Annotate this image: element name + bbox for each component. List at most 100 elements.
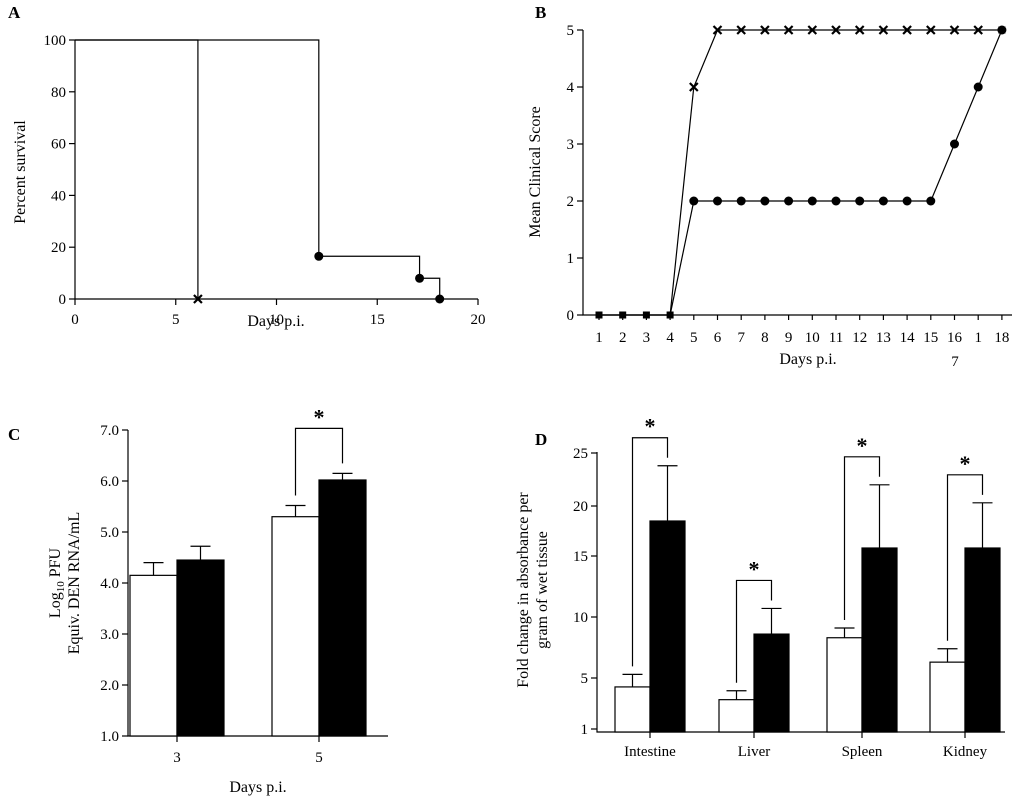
- panel-b-xtick-label-3: 4: [666, 330, 674, 346]
- panel-d-significance-2-star: *: [857, 433, 868, 458]
- panel-c-significance-0-line: [294, 427, 344, 496]
- panel-b-series-0-point-15: [949, 25, 960, 35]
- panel-b-series-1-point-15: [950, 139, 959, 149]
- panel-d-ytick-label-0: 1: [581, 722, 589, 738]
- panel-d-errorbar-0-0: [622, 673, 643, 687]
- panel-a-xtick-label-4: 20: [471, 312, 486, 328]
- panel-d-bars: [614, 465, 1001, 733]
- panel-b-xtick-label-12: 13: [876, 330, 891, 346]
- panel-d-significance-1: *: [735, 556, 773, 683]
- panel-b-series-1-point-14: [926, 196, 936, 206]
- panel-b-series-0-point-14: [926, 25, 936, 35]
- panel-a-xtick-label-0: 0: [71, 312, 79, 328]
- panel-d-ylabel-line1: Fold change in absorbance per: [515, 492, 532, 688]
- panel-d-ytick-label-3: 15: [573, 549, 588, 565]
- panel-d-errorbar-1-1: [761, 607, 782, 635]
- panel-c-bar-0-0: [129, 574, 178, 737]
- panel-d-ylabel-line2: gram of wet tissue: [534, 531, 551, 649]
- panel-d-ylabel: Fold change in absorbance per gram of we…: [515, 492, 551, 688]
- panel-b-series-0-point-16-stroke: [973, 25, 983, 35]
- panel-c-ylabel: Log10 PFU Equiv. DEN RNA/mL: [47, 512, 83, 655]
- panel-b-series-0-point-2: [642, 311, 650, 319]
- panel-c-ytick-label-5: 6.0: [100, 474, 119, 490]
- panel-b-letter: B: [535, 3, 546, 22]
- panel-d-bar-3-0: [929, 661, 966, 733]
- panel-c-errorbar-0-0: [143, 562, 164, 576]
- panel-b-series-1-point-13: [902, 196, 912, 206]
- panel-c-bar-1-0: [271, 516, 320, 737]
- panel-c-letter: C: [8, 425, 20, 444]
- panel-a-xtick-label-1: 5: [172, 312, 180, 328]
- panel-b-series-0-point-13-stroke: [902, 25, 912, 35]
- panel-b-xtick-label-17: 18: [994, 330, 1009, 346]
- panel-b-series-0-point-4: [689, 82, 699, 92]
- panel-b-series-1-point-12: [878, 196, 888, 206]
- panel-d-significance-0: *: [631, 414, 669, 667]
- panel-c-errorbar-1-0: [285, 504, 306, 517]
- panel-b-xtick-label-9: 10: [805, 330, 820, 346]
- panel-a-ytick-label-4: 80: [51, 85, 66, 101]
- panel-a-ytick-label-1: 20: [51, 240, 66, 256]
- panel-d-bar-0-1: [649, 520, 686, 733]
- panel-b-xtick-label-14: 15: [923, 330, 938, 346]
- panel-b-series-1-point-7: [760, 196, 770, 206]
- panel-b-series-0-point-5: [712, 25, 723, 35]
- panel-d-bar-1-0: [718, 699, 755, 733]
- panel-b-series-1-point-11: [855, 196, 865, 206]
- panel-d-errorbar-3-0: [937, 648, 958, 663]
- panel-b-y-ticks: 0 1 2 3 4 5: [567, 23, 583, 324]
- panel-a-series-0-marker-0-stroke: [193, 294, 203, 304]
- panel-d-x-ticks: Intestine Liver Spleen Kidney: [624, 732, 988, 760]
- panel-b-x-ticks: 1 2 3 4 5 6 7 8 9 10 11 12 13 14 15 16 1 18: [595, 315, 1009, 346]
- panel-d-letter: D: [535, 430, 547, 449]
- panel-b-series-0-point-13: [902, 25, 912, 35]
- panel-d-ytick-label-4: 20: [573, 499, 588, 515]
- panel-b-series-0-point-15-stroke: [949, 25, 960, 35]
- panel-d-significance-0-star: *: [645, 414, 656, 439]
- panel-d-errorbar-0-1: [657, 465, 678, 521]
- panel-a: A 0 20 40 60 80 100 0 5 10 15 20 Days p.i. Percen…: [8, 3, 486, 330]
- panel-c-ytick-label-4: 5.0: [100, 525, 119, 541]
- panel-b-series-0-point-10-stroke: [831, 25, 841, 35]
- panel-c-ylabel-line1: Log10 PFU: [47, 547, 67, 618]
- panel-d-ytick-label-5: 25: [573, 446, 588, 462]
- panel-c-bars: [129, 472, 367, 737]
- panel-b-series-1-point-9: [807, 196, 817, 206]
- panel-c-significance-0-star: *: [314, 404, 325, 429]
- panel-b-xtick-label-5: 6: [714, 330, 722, 346]
- panel-c-significance-0: *: [294, 404, 344, 496]
- panel-b-series-0-point-4-stroke: [689, 82, 699, 92]
- panel-a-xtick-label-3: 15: [370, 312, 385, 328]
- panel-a-series: [75, 39, 445, 304]
- panel-a-ytick-label-0: 0: [59, 292, 67, 308]
- panel-d-significance-3-line: [946, 474, 984, 641]
- panel-b-series-0-point-8: [783, 25, 794, 35]
- panel-b-series-0-point-10: [831, 25, 841, 35]
- panel-d-xtick-label-3: Kidney: [943, 744, 988, 760]
- panel-b-series-0-point-3: [666, 311, 674, 319]
- panel-a-series-0-line: [75, 39, 199, 299]
- panel-a-series-0-marker-0: [193, 294, 203, 304]
- panel-d-xtick-label-2: Spleen: [842, 744, 883, 760]
- panel-b-series-0-point-6-stroke: [736, 25, 746, 35]
- panel-b-series-1-point-5: [713, 196, 722, 206]
- panel-b-ytick-label-1: 1: [567, 251, 575, 267]
- panel-b-series-0-point-5-stroke: [712, 25, 723, 35]
- panel-c-errorbar-0-1: [190, 545, 211, 561]
- panel-b-series-1-point-16: [973, 82, 983, 92]
- panel-c-ytick-label-3: 4.0: [100, 576, 119, 592]
- panel-b-series-1-point-6: [736, 196, 746, 206]
- panel-c-xlabel: Days p.i.: [229, 779, 286, 796]
- panel-b-series-0-point-11-stroke: [854, 25, 865, 35]
- panel-b-xtick-label-11: 12: [852, 330, 867, 346]
- panel-c-ylabel-line2: Equiv. DEN RNA/mL: [66, 512, 83, 655]
- panel-b-ytick-label-5: 5: [567, 23, 575, 39]
- panel-d-errorbar-2-0: [834, 627, 855, 638]
- panel-b-series-0-point-16: [973, 25, 983, 35]
- panel-b-series-0-point-0: [595, 311, 603, 319]
